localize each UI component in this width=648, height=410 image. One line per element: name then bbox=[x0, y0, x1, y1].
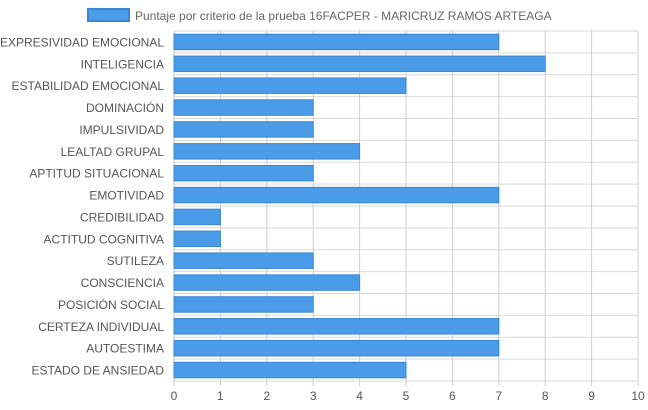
bar[interactable] bbox=[173, 77, 407, 94]
category-label: IMPULSIVIDAD bbox=[79, 123, 164, 137]
legend-label: Puntaje por criterio de la prueba 16FACP… bbox=[135, 9, 552, 23]
category-label: SUTILEZA bbox=[107, 254, 164, 268]
category-label: CREDIBILIDAD bbox=[80, 210, 164, 224]
bars bbox=[173, 33, 546, 379]
bar[interactable] bbox=[173, 230, 221, 248]
x-tick-labels: 0 1 2 3 4 5 6 7 8 9 10 bbox=[171, 389, 645, 403]
bar[interactable] bbox=[173, 361, 407, 379]
bar[interactable] bbox=[173, 33, 500, 51]
bar[interactable] bbox=[173, 296, 314, 313]
x-tick-label: 8 bbox=[542, 389, 549, 403]
x-tick-label: 2 bbox=[263, 389, 270, 403]
bar[interactable] bbox=[173, 121, 314, 138]
x-tick-label: 0 bbox=[171, 389, 178, 403]
bar[interactable] bbox=[173, 186, 500, 204]
x-tick-label: 5 bbox=[403, 389, 410, 403]
bar[interactable] bbox=[173, 318, 500, 335]
category-label: EMOTIVIDAD bbox=[89, 189, 164, 203]
bar[interactable] bbox=[173, 208, 221, 226]
category-label: APTITUD SITUACIONAL bbox=[29, 167, 164, 181]
category-label: ACTITUD COGNITIVA bbox=[44, 232, 164, 246]
category-label: DOMINACIÓN bbox=[86, 100, 164, 115]
category-label: LEALTAD GRUPAL bbox=[61, 145, 165, 159]
category-label: EXPRESIVIDAD EMOCIONAL bbox=[0, 35, 164, 49]
x-tick-label: 1 bbox=[217, 389, 224, 403]
category-label: POSICIÓN SOCIAL bbox=[58, 297, 164, 312]
bar[interactable] bbox=[173, 99, 314, 116]
x-tick-label: 6 bbox=[449, 389, 456, 403]
category-label: AUTOESTIMA bbox=[86, 342, 164, 356]
category-label: ESTABILIDAD EMOCIONAL bbox=[12, 79, 165, 93]
category-label: ESTADO DE ANSIEDAD bbox=[32, 364, 165, 378]
bar[interactable] bbox=[173, 339, 500, 357]
x-tick-label: 7 bbox=[495, 389, 502, 403]
x-tick-label: 4 bbox=[356, 389, 363, 403]
x-tick-label: 3 bbox=[310, 389, 317, 403]
category-labels: EXPRESIVIDAD EMOCIONAL INTELIGENCIA ESTABI… bbox=[0, 35, 164, 377]
category-label: CERTEZA INDIVIDUAL bbox=[38, 320, 164, 334]
bar[interactable] bbox=[173, 164, 314, 182]
legend[interactable]: Puntaje por criterio de la prueba 16FACP… bbox=[87, 8, 552, 23]
x-tick-label: 10 bbox=[631, 389, 645, 403]
legend-swatch bbox=[87, 8, 130, 22]
bar[interactable] bbox=[173, 55, 546, 73]
bar[interactable] bbox=[173, 143, 361, 160]
bar[interactable] bbox=[173, 274, 361, 291]
category-label: INTELIGENCIA bbox=[81, 57, 164, 71]
category-label: CONSCIENCIA bbox=[81, 276, 164, 290]
x-tick-label: 9 bbox=[588, 389, 595, 403]
bar[interactable] bbox=[173, 252, 314, 269]
